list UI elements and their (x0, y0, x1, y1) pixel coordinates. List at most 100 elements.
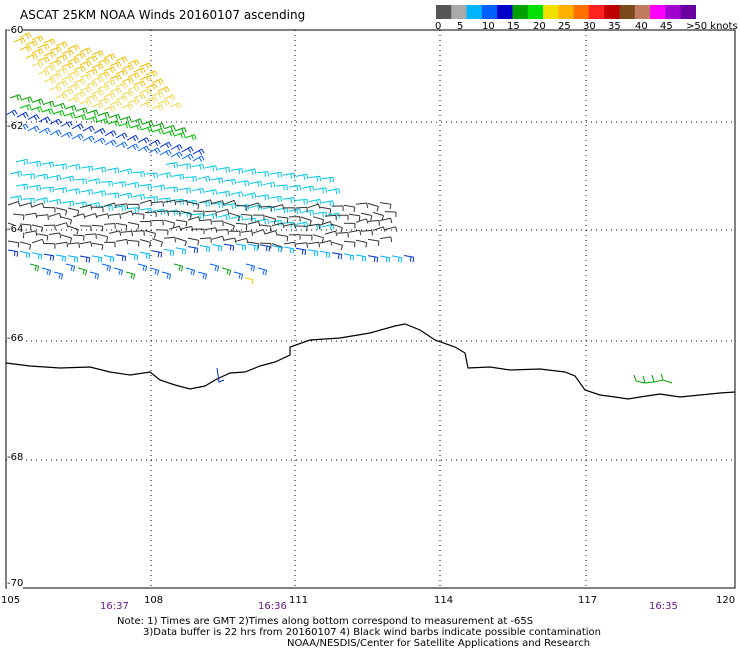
wind-barb (264, 215, 277, 225)
wind-barb (115, 82, 128, 89)
wind-barb (121, 103, 134, 110)
wind-barb (109, 100, 122, 107)
wind-barb (38, 116, 51, 123)
wind-barb (79, 225, 92, 232)
wind-barb (288, 184, 302, 191)
wind-barb (307, 223, 321, 230)
wind-barb (36, 233, 49, 241)
wind-barb (367, 238, 380, 246)
wind-barb (165, 186, 179, 193)
wind-barb (324, 230, 338, 237)
wind-barb (319, 221, 333, 227)
wind-barb (163, 248, 175, 257)
wind-barb (73, 78, 86, 85)
wind-barb (324, 214, 337, 221)
wind-barb (379, 236, 393, 242)
wind-barb (169, 102, 182, 109)
wind-barb (67, 57, 80, 64)
wind-barb (355, 254, 367, 262)
wind-barb (120, 210, 134, 216)
wind-barb (67, 188, 81, 195)
wind-barb (283, 223, 297, 229)
wind-barb (152, 184, 166, 191)
wind-barb (235, 204, 248, 212)
wind-barb (42, 100, 55, 107)
wind-barb (19, 45, 32, 52)
wind-barb (55, 222, 69, 228)
wind-barb (60, 234, 73, 243)
wind-barb (55, 67, 68, 74)
wind-barb (319, 206, 332, 214)
wind-barb (210, 177, 224, 184)
wind-barb (79, 204, 93, 211)
wind-barb (343, 222, 356, 229)
wind-barb (314, 187, 328, 194)
wind-barb (103, 92, 116, 99)
wind-barb (31, 202, 45, 209)
wind-barb (96, 233, 109, 242)
wind-barb (271, 245, 283, 253)
wind-barb (180, 225, 194, 232)
footnote-line: Note: 1) Times are GMT 2)Times along bot… (117, 616, 534, 627)
wind-barb (295, 173, 309, 180)
wind-barb (19, 223, 32, 231)
wind-barb (93, 127, 106, 135)
wind-barb (106, 192, 120, 199)
lon-label: 120 (716, 595, 736, 606)
wind-barb (216, 208, 230, 215)
wind-barb (73, 91, 86, 98)
wind-barb (197, 175, 211, 183)
wind-barb (73, 52, 86, 59)
colorbar-label: 10 (482, 21, 495, 32)
wind-barb (41, 267, 52, 276)
wind-barb (327, 188, 341, 195)
wind-barb (120, 230, 133, 237)
wind-barb (171, 173, 185, 180)
wind-barb (145, 70, 158, 77)
wind-barb (115, 69, 128, 76)
wind-barb (295, 242, 308, 248)
wind-barb (178, 211, 191, 218)
wind-barb (118, 122, 131, 129)
wind-barb (331, 252, 343, 260)
colorbar-labels: 0 5 10 15 20 25 30 35 40 45 >50 knots (430, 21, 740, 35)
wind-barb (264, 230, 278, 236)
wind-barb (271, 222, 285, 229)
wind-barb (283, 246, 295, 254)
wind-barb (82, 125, 95, 133)
wind-barb (163, 94, 176, 101)
wind-barb (163, 199, 177, 206)
wind-barb (79, 255, 91, 263)
wind-barb (127, 59, 140, 66)
wind-barb (307, 249, 319, 257)
wind-barb (174, 127, 187, 134)
wind-barb (192, 228, 205, 235)
wind-barb (211, 235, 225, 242)
wind-barb (148, 147, 161, 154)
wind-barb (67, 96, 80, 103)
wind-barb (67, 163, 81, 170)
wind-barb (235, 237, 249, 244)
wind-barb (312, 216, 325, 225)
wind-barb (9, 94, 22, 101)
wind-barb (244, 277, 254, 285)
wind-barb (115, 132, 128, 139)
wind-barb (121, 90, 134, 97)
wind-barb (132, 171, 145, 178)
blue-barb-coast (216, 367, 225, 383)
wind-barb (204, 210, 217, 217)
wind-barb (126, 181, 140, 189)
wind-barb (133, 67, 146, 74)
wind-barb (67, 44, 80, 51)
wind-barb (79, 73, 92, 80)
wind-barb (157, 99, 170, 106)
wind-barb (20, 96, 33, 103)
wind-barb (84, 213, 98, 219)
wind-barb (288, 216, 301, 222)
colorbar-label: 30 (583, 21, 596, 32)
wind-barb (331, 223, 343, 233)
wind-barb (156, 210, 169, 216)
wind-barb (283, 207, 296, 213)
wind-barb (5, 109, 18, 116)
wind-barb (9, 195, 23, 202)
